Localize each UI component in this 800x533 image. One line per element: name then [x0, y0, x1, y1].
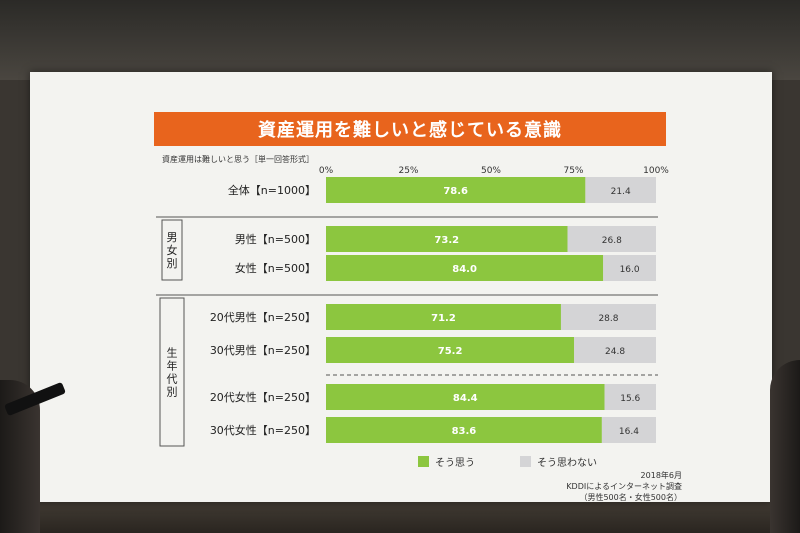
bar-no: [604, 384, 656, 410]
data-label-yes: 75.2: [438, 346, 463, 357]
bar-yes: [326, 417, 602, 443]
data-label-no: 24.8: [605, 347, 625, 357]
bar-yes: [326, 255, 604, 281]
room-ceiling: [0, 0, 800, 80]
x-tick-label: 100%: [643, 166, 669, 176]
data-label-yes: 84.0: [452, 264, 477, 275]
category-label: 20代女性【n=250】: [210, 390, 316, 404]
x-tick-label: 25%: [398, 166, 418, 176]
bar-yes: [326, 337, 575, 363]
group-bracket-gender: [161, 219, 183, 281]
bar-yes: [326, 384, 605, 410]
source-date: 2018年6月: [640, 471, 682, 480]
source-survey: KDDIによるインターネット調査: [566, 482, 682, 491]
data-label-no: 26.8: [602, 236, 622, 246]
data-label-yes: 73.2: [434, 235, 459, 246]
legend-yes: そう思う: [418, 454, 475, 469]
data-label-no: 28.8: [598, 314, 618, 324]
question-label: 資産運用は難しいと思う［単一回答形式］: [162, 155, 314, 164]
bar-yes: [326, 226, 568, 252]
data-label-yes: 83.6: [452, 426, 477, 437]
category-label: 女性【n=500】: [235, 261, 316, 275]
group-label-gender: 男: [167, 231, 178, 244]
legend-no-swatch: [520, 456, 531, 467]
group-label-age: 代: [167, 373, 178, 386]
bar-yes: [326, 304, 561, 330]
legend-no: そう思わない: [520, 454, 597, 469]
bar-no: [601, 417, 656, 443]
data-label-yes: 84.4: [453, 393, 478, 404]
category-label: 20代男性【n=250】: [210, 310, 316, 324]
x-tick-label: 50%: [481, 166, 501, 176]
x-tick-label: 75%: [563, 166, 583, 176]
source-note: 2018年6月 KDDIによるインターネット調査 （男性500名・女性500名）: [566, 470, 682, 503]
legend-no-label: そう思わない: [537, 458, 597, 469]
source-sample: （男性500名・女性500名）: [579, 493, 682, 502]
bar-no: [585, 177, 656, 203]
category-label: 30代女性【n=250】: [210, 423, 316, 437]
legend-yes-swatch: [418, 456, 429, 467]
category-label: 全体【n=1000】: [228, 183, 316, 197]
group-label-age: 年: [167, 359, 178, 373]
data-label-no: 21.4: [611, 187, 631, 197]
bar-yes: [326, 177, 586, 203]
group-bracket-age: [159, 297, 185, 447]
data-label-yes: 78.6: [443, 186, 468, 197]
data-label-yes: 71.2: [431, 313, 456, 324]
category-label: 男性【n=500】: [235, 232, 316, 246]
group-label-gender: 別: [167, 257, 178, 270]
bar-no: [603, 255, 656, 281]
slide-title: 資産運用を難しいと感じている意識: [154, 112, 666, 146]
audience-member-right: [770, 360, 800, 533]
bar-no: [574, 337, 656, 363]
group-label-age: 別: [167, 386, 178, 399]
group-label-age: 生: [167, 346, 178, 360]
data-label-no: 16.0: [620, 265, 640, 275]
data-label-no: 16.4: [619, 427, 639, 437]
bar-no: [560, 304, 656, 330]
category-label: 30代男性【n=250】: [210, 343, 316, 357]
bar-no: [567, 226, 656, 252]
projection-screen: 資産運用を難しいと感じている意識 資産運用は難しいと思う［単一回答形式］ 0% 2…: [30, 72, 772, 502]
group-label-gender: 女: [167, 243, 178, 257]
x-tick-label: 0%: [319, 166, 334, 176]
legend-yes-label: そう思う: [435, 458, 475, 469]
data-label-no: 15.6: [620, 394, 640, 404]
